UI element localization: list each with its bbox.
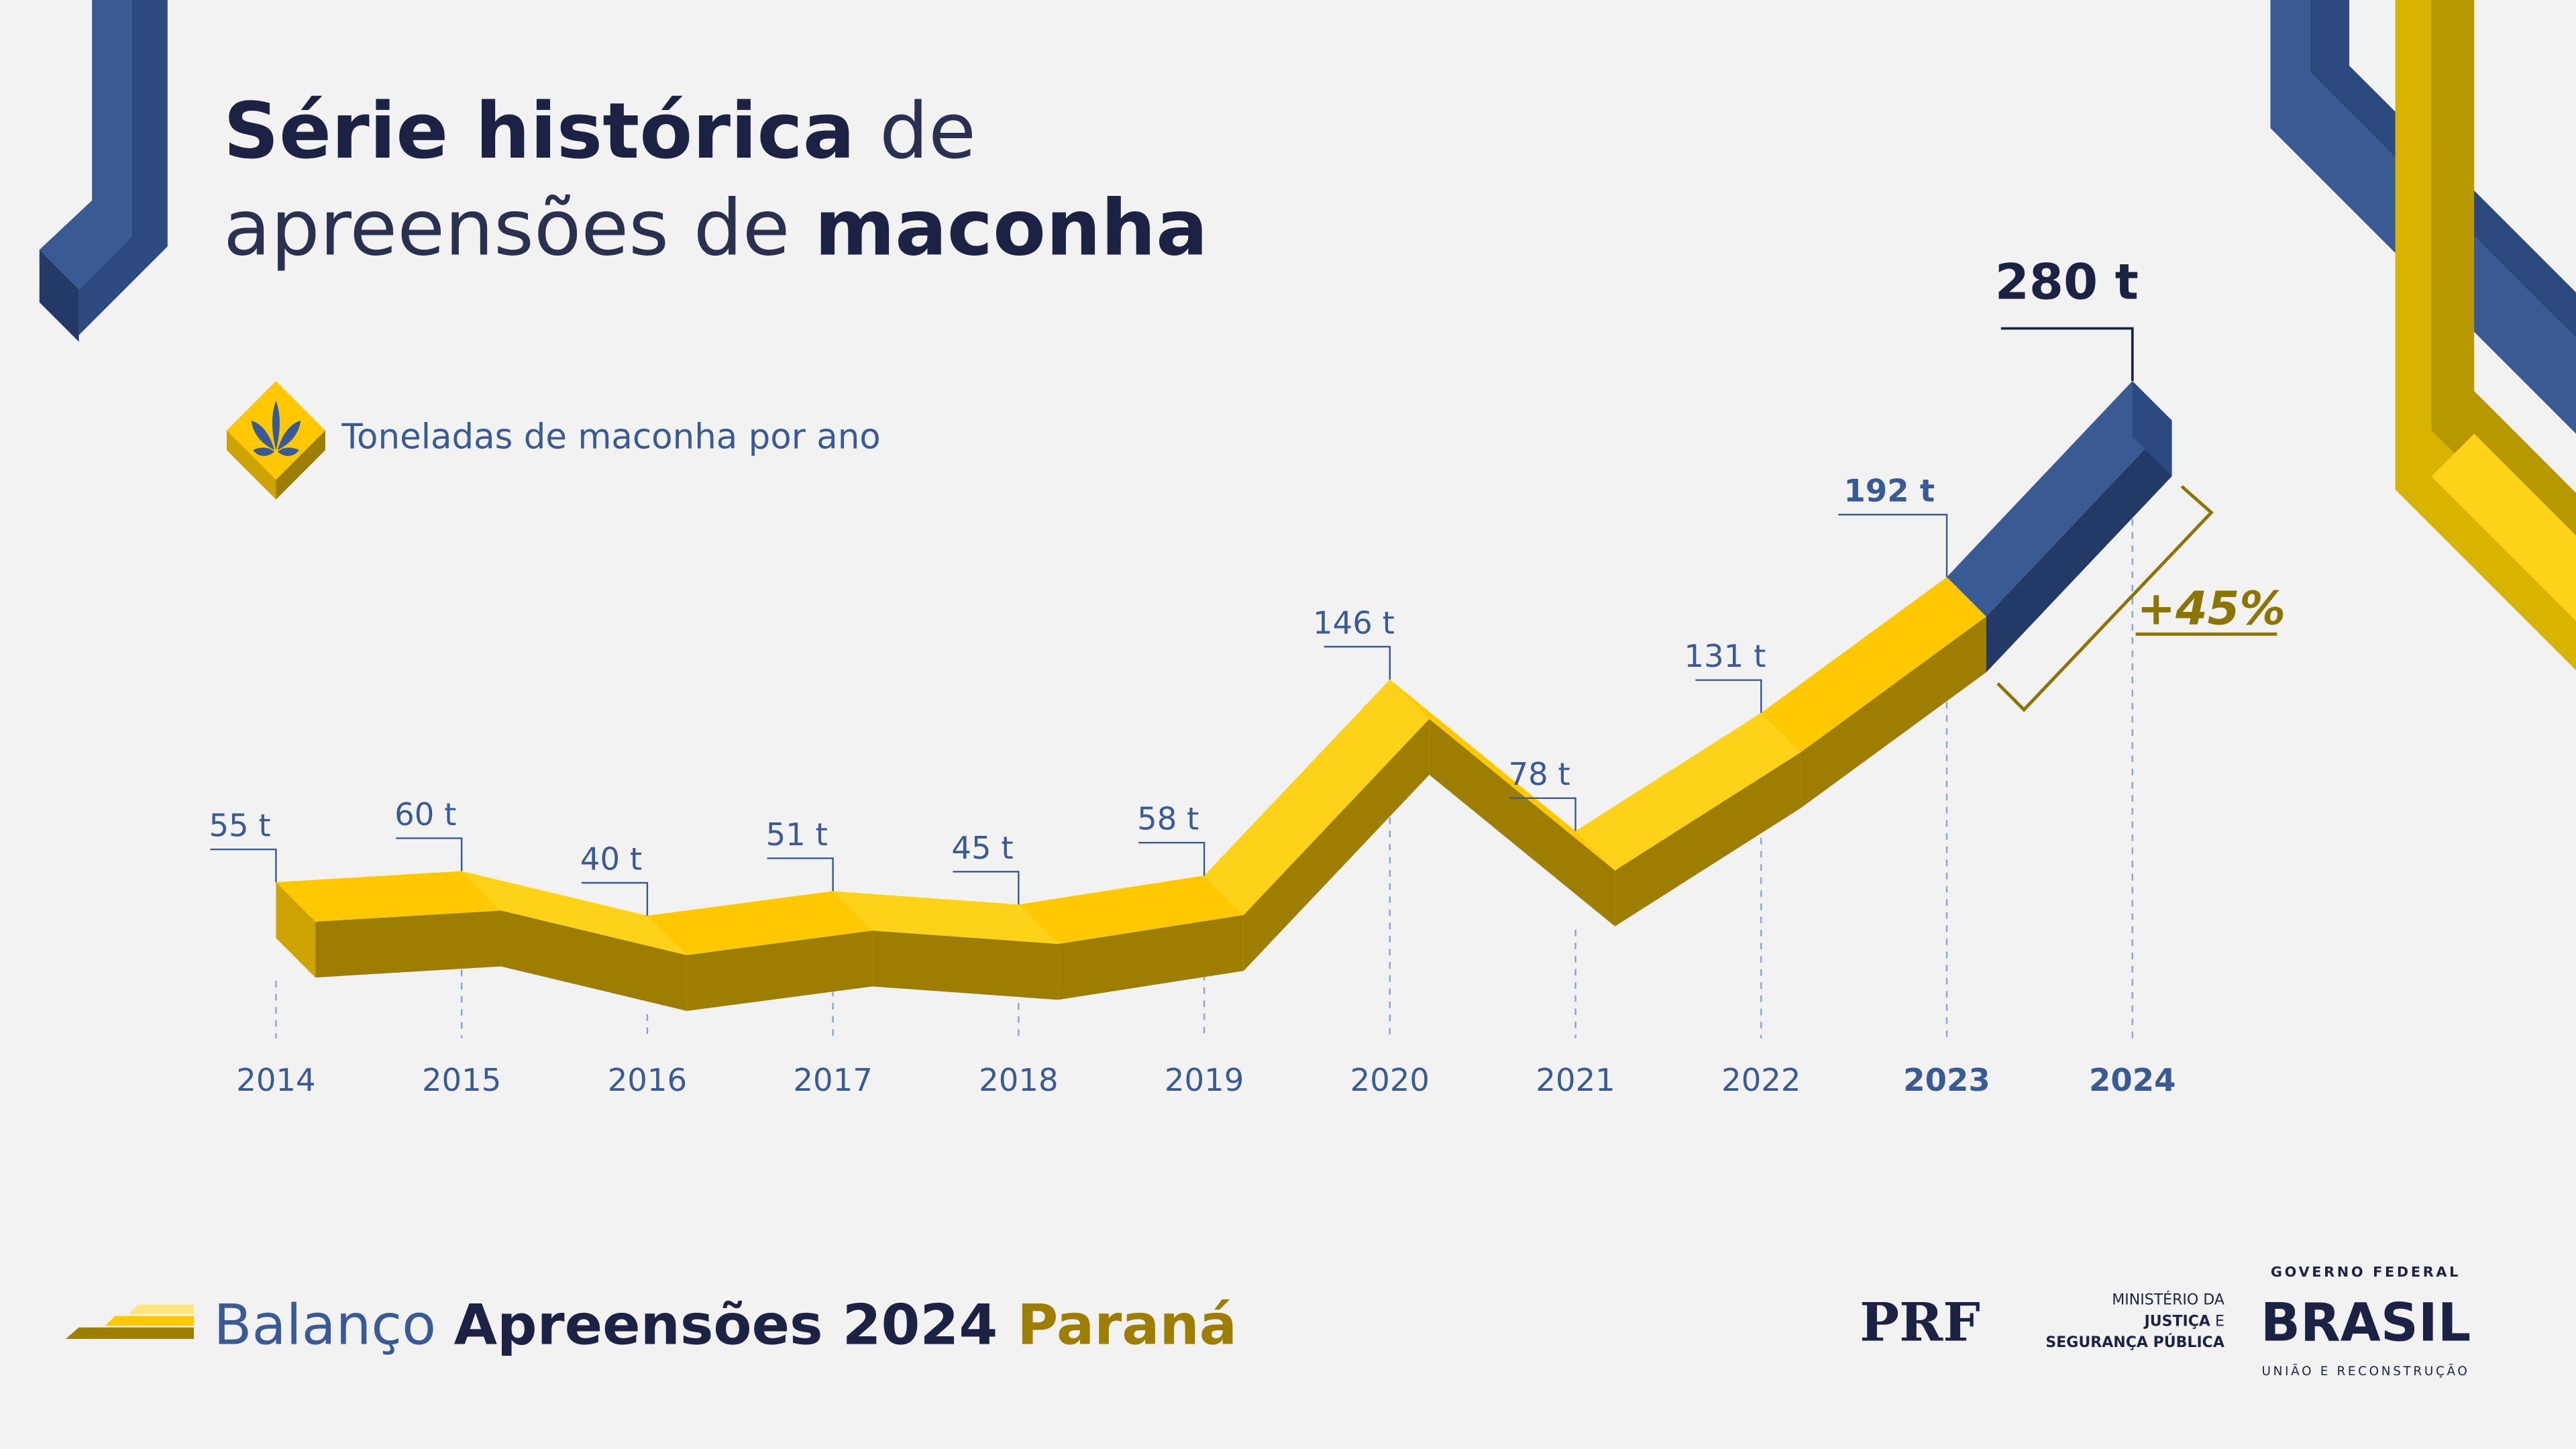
ribbon-front-2021 bbox=[1429, 718, 1615, 926]
value-leader bbox=[1695, 679, 1762, 713]
value-label-2019: 58 t bbox=[1137, 801, 1199, 837]
stripes-icon bbox=[65, 1304, 194, 1339]
value-label-2018: 45 t bbox=[951, 830, 1013, 866]
value-label-2020: 146 t bbox=[1313, 604, 1395, 641]
ministry-line3: SEGURANÇA PÚBLICA bbox=[2045, 1334, 2224, 1351]
gov-bottom: UNIÃO E RECONSTRUÇÃO bbox=[2262, 1364, 2470, 1379]
value-leader bbox=[396, 837, 463, 871]
year-label-2015: 2015 bbox=[422, 1062, 501, 1098]
legend-label: Toneladas de maconha por ano bbox=[341, 417, 880, 458]
ribbon-top-2022 bbox=[1575, 712, 1801, 871]
value-leader bbox=[581, 881, 649, 916]
footer-region: Paraná bbox=[1017, 1292, 1237, 1357]
value-label-2016: 40 t bbox=[580, 841, 642, 877]
ribbon-front-2015 bbox=[315, 910, 501, 978]
logos: PRF MINISTÉRIO DA JUSTIÇA E SEGURANÇA PÚ… bbox=[1860, 1264, 2471, 1379]
ribbon-top-2020 bbox=[1204, 679, 1430, 915]
value-leader bbox=[767, 857, 834, 892]
ribbon-top-2015 bbox=[276, 871, 501, 922]
year-label-2023: 2023 bbox=[1903, 1062, 1990, 1098]
value-label-2023: 192 t bbox=[1844, 473, 1935, 509]
year-label-2022: 2022 bbox=[1721, 1062, 1801, 1098]
ribbon-top-2017 bbox=[647, 891, 873, 955]
page-title-line2: apreensões de maconha bbox=[223, 184, 1208, 274]
footer-brand: Balanço Apreensões 2024 Paraná bbox=[65, 1292, 1237, 1357]
ministry-line2a: JUSTIÇA bbox=[2143, 1313, 2210, 1330]
title-bold: maconha bbox=[814, 184, 1208, 274]
cannabis-leaf-icon bbox=[226, 381, 325, 500]
ribbon-end-cap-right bbox=[2132, 380, 2172, 477]
year-label-2017: 2017 bbox=[793, 1062, 872, 1098]
gov-brasil-logo: BRASIL bbox=[2261, 1292, 2471, 1353]
decoration-top-left bbox=[39, 0, 168, 342]
footer-bold: Apreensões 2024 bbox=[454, 1292, 1018, 1357]
value-label-2015: 60 t bbox=[394, 796, 456, 833]
ribbon-front-2016 bbox=[500, 910, 687, 1012]
footer-title: Balanço Apreensões 2024 Paraná bbox=[213, 1292, 1237, 1357]
growth-annotation: +45% bbox=[2137, 582, 2286, 636]
prf-logo: PRF bbox=[1860, 1291, 1980, 1353]
year-label-2020: 2020 bbox=[1350, 1062, 1430, 1098]
legend: Toneladas de maconha por ano bbox=[226, 381, 881, 500]
value-leader bbox=[953, 871, 1020, 905]
value-leader bbox=[1509, 797, 1576, 831]
year-label-2024: 2024 bbox=[2089, 1062, 2176, 1098]
title-light: de bbox=[855, 87, 975, 176]
value-label-2021: 78 t bbox=[1509, 756, 1570, 792]
svg-text:JUSTIÇA E: JUSTIÇA E bbox=[2143, 1313, 2224, 1330]
ribbon-top-2021 bbox=[1389, 679, 1615, 871]
year-label-2021: 2021 bbox=[1536, 1062, 1615, 1098]
growth-bracket bbox=[1996, 485, 2214, 712]
value-leader bbox=[210, 848, 277, 883]
ribbon-front-2023 bbox=[1801, 616, 1986, 808]
ribbon-top-2019 bbox=[1018, 875, 1244, 945]
year-label-2016: 2016 bbox=[608, 1062, 687, 1098]
ministry-line1: MINISTÉRIO DA bbox=[2112, 1291, 2224, 1308]
value-label-2014: 55 t bbox=[209, 808, 270, 844]
ribbon-front-2022 bbox=[1615, 752, 1801, 926]
year-label-2014: 2014 bbox=[236, 1062, 315, 1098]
ribbon-front-2020 bbox=[1243, 718, 1430, 971]
ribbon-top-2023 bbox=[1761, 577, 1986, 753]
value-label-2022: 131 t bbox=[1684, 638, 1766, 674]
chart: 2014 2015 2016 2017 2018 2019 2020 2021 2022 2023… bbox=[209, 254, 2286, 1099]
title-bold: Série histórica bbox=[223, 87, 855, 176]
ribbon-front-2019 bbox=[1058, 914, 1244, 1000]
footer-light: Balanço bbox=[213, 1292, 453, 1357]
ribbon-top-2016 bbox=[462, 871, 687, 955]
ribbon-top-2024 bbox=[1947, 380, 2172, 616]
ribbon-front-2018 bbox=[872, 930, 1059, 1000]
value-label-2024: 280 t bbox=[1995, 254, 2139, 311]
title-light: apreensões de bbox=[223, 184, 814, 274]
value-label-2017: 51 t bbox=[766, 816, 828, 853]
ribbon-front-2024 bbox=[1986, 420, 2172, 673]
ministry-line2b: E bbox=[2210, 1313, 2224, 1330]
ribbon-end-cap bbox=[276, 882, 316, 978]
value-leader bbox=[1838, 513, 1948, 578]
value-leader bbox=[1324, 645, 1391, 680]
page-title-line1: Série histórica de bbox=[223, 87, 976, 176]
gov-top: GOVERNO FEDERAL bbox=[2271, 1264, 2461, 1280]
year-label-2018: 2018 bbox=[979, 1062, 1058, 1098]
value-leader bbox=[2000, 327, 2134, 381]
ribbon-top-2018 bbox=[833, 891, 1059, 945]
ribbon-front-2017 bbox=[686, 930, 873, 1012]
decoration-top-right bbox=[2270, 0, 2576, 671]
value-leader bbox=[1138, 841, 1205, 876]
year-label-2019: 2019 bbox=[1165, 1062, 1244, 1098]
